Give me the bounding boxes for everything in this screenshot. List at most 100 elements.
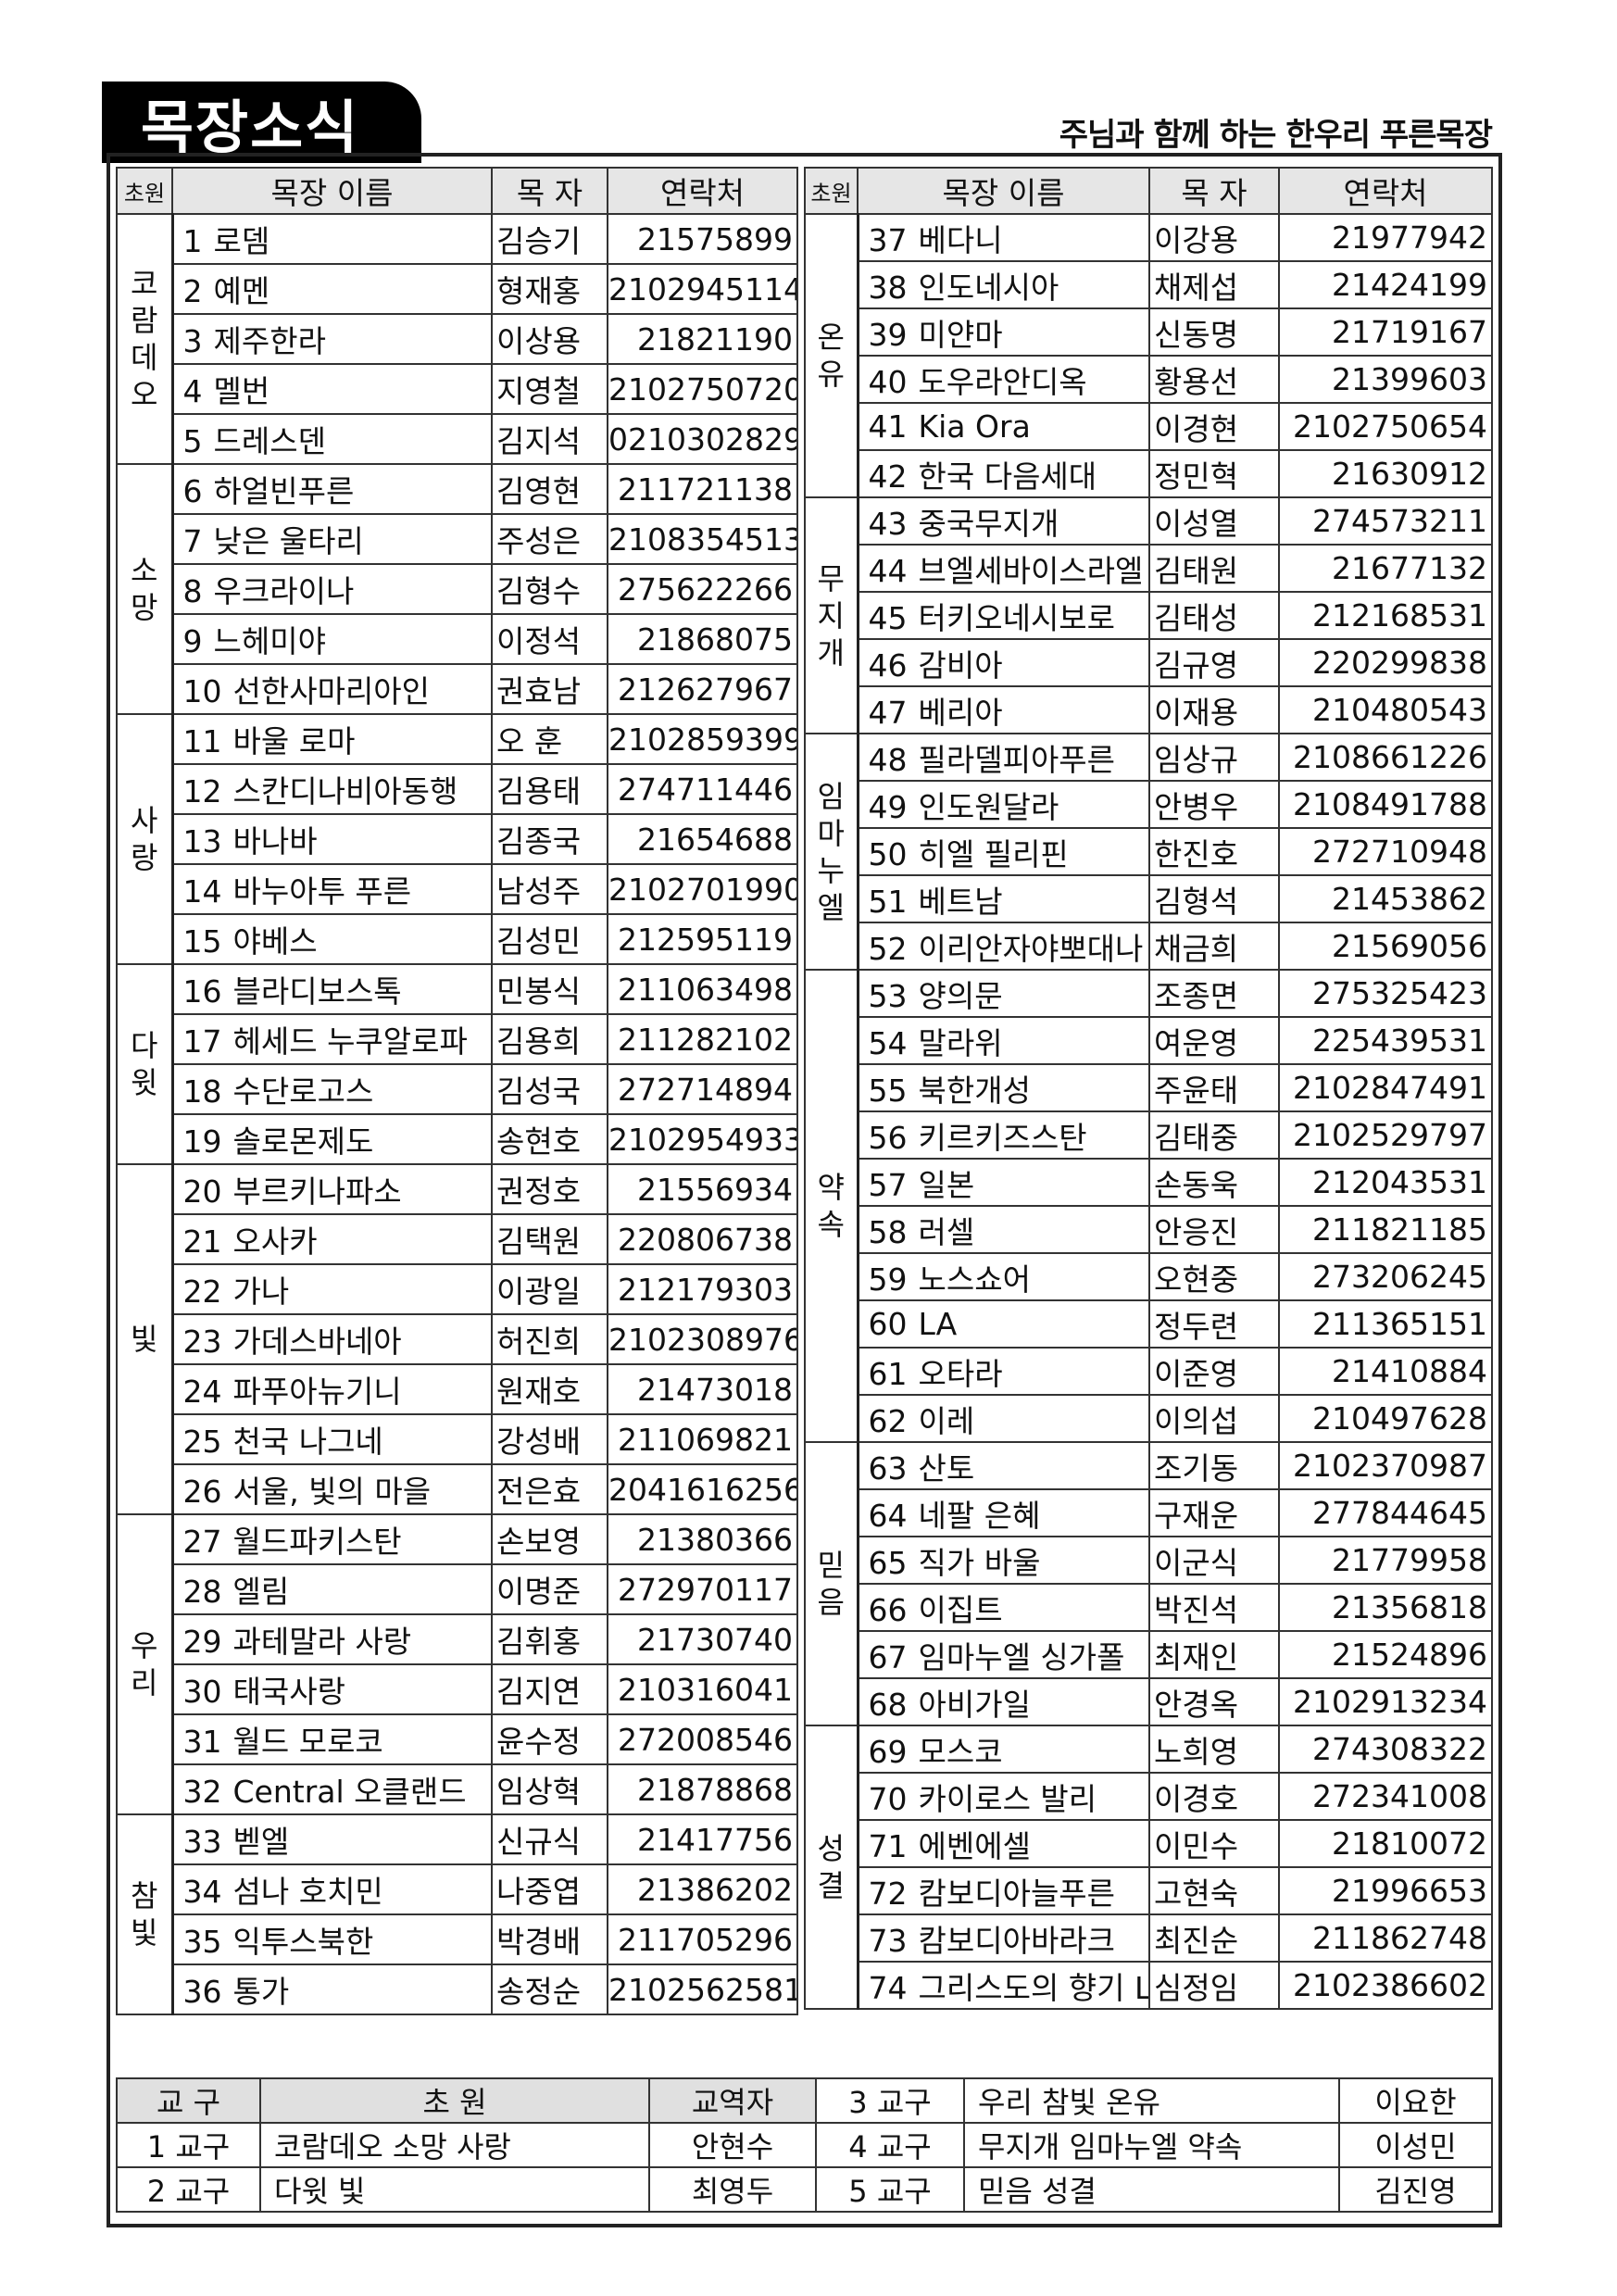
- cell-contact: 211069821: [607, 1413, 798, 1465]
- district-name: 2 교구: [116, 2166, 261, 2213]
- cell-contact: 21473018: [607, 1363, 798, 1415]
- cell-pastor: 오 훈: [491, 713, 608, 765]
- cell-name: 9 느헤미야: [171, 613, 493, 665]
- cell-pastor: 이정석: [491, 613, 608, 665]
- cell-number: 24: [182, 1374, 222, 1410]
- cell-pastor: 김규영: [1148, 638, 1280, 687]
- table-row: 28 엘림 이명준 272970117: [117, 1563, 798, 1615]
- cell-contact: 272970117: [607, 1563, 798, 1615]
- cell-name-text: 미얀마: [918, 316, 1003, 353]
- cell-number: 3: [182, 323, 203, 359]
- cell-name: 48 필라델피아푸른: [857, 733, 1150, 782]
- table-row: 74 그리스도의 향기 Lexall심정임2102386602: [805, 1961, 1493, 2010]
- district-table: 교 구 초 원 교역자 3 교구 우리 참빛 온유 이요한 1 교구 코람데오 …: [116, 2077, 1493, 2213]
- district-groups: 다윗 빛: [259, 2166, 650, 2213]
- col-header-contact: 연락처: [1278, 167, 1493, 215]
- cell-name: 74 그리스도의 향기 Lexall: [857, 1961, 1150, 2010]
- cell-name: 43 중국무지개: [857, 496, 1150, 546]
- cell-number: 22: [182, 1273, 222, 1310]
- cell-name-text: 말라위: [918, 1024, 1003, 1061]
- table-row: 62 이레 이의섭 210497628: [805, 1394, 1493, 1443]
- cell-number: 21: [182, 1223, 222, 1260]
- table-row: 무 지 개 43 중국무지개 이성열 274573211: [804, 496, 1493, 734]
- cell-contact: 272710948: [1278, 827, 1493, 876]
- cell-number: 7: [182, 523, 203, 559]
- cell-number: 35: [182, 1924, 222, 1960]
- cell-name: 31 월드 모로코: [171, 1713, 493, 1765]
- district-groups: 우리 참빛 온유: [963, 2077, 1340, 2124]
- cell-name: 49 인도원달라: [857, 780, 1150, 829]
- cell-name-text: 캄보디아늘푸른: [918, 1875, 1116, 1912]
- cell-name-text: 바울 로마: [232, 723, 356, 759]
- cell-number: 29: [182, 1624, 222, 1660]
- cell-name-text: 느헤미야: [213, 623, 326, 659]
- cell-name-text: 드레스덴: [213, 423, 326, 459]
- table-row: 54 말라위 여운영 225439531: [805, 1016, 1493, 1065]
- cell-contact: 21730740: [607, 1613, 798, 1665]
- cell-number: 73: [868, 1922, 908, 1959]
- cell-contact: 212168531: [1278, 591, 1493, 640]
- cell-number: 50: [868, 835, 908, 872]
- cell-number: 39: [868, 316, 908, 353]
- cell-name: 39 미얀마: [857, 307, 1150, 357]
- cell-name: 41 Kia Ora: [857, 402, 1150, 451]
- cell-name-text: 천국 나그네: [232, 1424, 383, 1460]
- table-row: 51 베트남 김형석 21453862: [805, 874, 1493, 923]
- cell-pastor: 김지연: [491, 1663, 608, 1715]
- cell-contact: 21677132: [1278, 544, 1493, 593]
- cell-contact: 21810072: [1278, 1819, 1493, 1868]
- cell-contact: 277844645: [1278, 1488, 1493, 1537]
- cell-name-text: 태국사랑: [232, 1674, 345, 1710]
- table-row: 70 카이로스 발리 이경호 272341008: [805, 1772, 1493, 1821]
- cell-name: 14 바누아투 푸른: [171, 863, 493, 915]
- cell-number: 65: [868, 1544, 908, 1581]
- cell-name-text: 예멘: [213, 273, 270, 309]
- table-row: 3 제주한라 이상용 21821190: [117, 313, 798, 365]
- cell-contact: 272714894: [607, 1063, 798, 1115]
- cell-name: 10 선한사마리아인: [171, 663, 493, 715]
- cell-number: 57: [868, 1166, 908, 1203]
- cell-name: 13 바나바: [171, 813, 493, 865]
- cell-number: 55: [868, 1072, 908, 1109]
- cell-name-text: 산토: [918, 1449, 975, 1487]
- cell-contact: 21779958: [1278, 1536, 1493, 1585]
- cell-contact: 210316041: [607, 1663, 798, 1715]
- cell-name-text: 도우라안디옥: [918, 363, 1087, 400]
- table-row: 34 섬나 호치민 나중엽 21386202: [117, 1863, 798, 1915]
- cell-name-text: 제주한라: [213, 323, 326, 359]
- cell-pastor: 김형수: [491, 563, 608, 615]
- cell-pastor: 김승기: [491, 213, 608, 265]
- cell-number: 40: [868, 363, 908, 400]
- table-row: 60 LA 정두련 211365151: [805, 1299, 1493, 1349]
- col-header-pastor: 목 자: [491, 167, 608, 215]
- cell-number: 68: [868, 1686, 908, 1723]
- district-header: 교 구: [116, 2077, 261, 2124]
- cell-pastor: 손보영: [491, 1513, 608, 1565]
- cell-pastor: 임상혁: [491, 1763, 608, 1815]
- cell-number: 20: [182, 1173, 222, 1210]
- cell-number: 71: [868, 1827, 908, 1864]
- cell-number: 12: [182, 773, 222, 809]
- cell-number: 56: [868, 1119, 908, 1156]
- cell-name: 60 LA: [857, 1299, 1150, 1349]
- cell-number: 69: [868, 1733, 908, 1770]
- cell-contact: 21453862: [1278, 874, 1493, 923]
- cell-name: 69 모스코: [857, 1725, 1150, 1774]
- leader-header: 교역자: [648, 2077, 817, 2124]
- cell-number: 49: [868, 788, 908, 825]
- cell-contact: 21386202: [607, 1863, 798, 1915]
- cell-contact: 2108491788: [1278, 780, 1493, 829]
- cell-pastor: 권효남: [491, 663, 608, 715]
- cell-name-text: 낮은 울타리: [213, 523, 364, 559]
- table-row: 40 도우라안디옥 황용선 21399603: [805, 355, 1493, 404]
- cell-name-text: 오타라: [918, 1355, 1003, 1392]
- table-row: 믿 음 63 산토 조기동 2102370987: [804, 1441, 1493, 1726]
- cell-name: 33 벧엘: [171, 1813, 493, 1865]
